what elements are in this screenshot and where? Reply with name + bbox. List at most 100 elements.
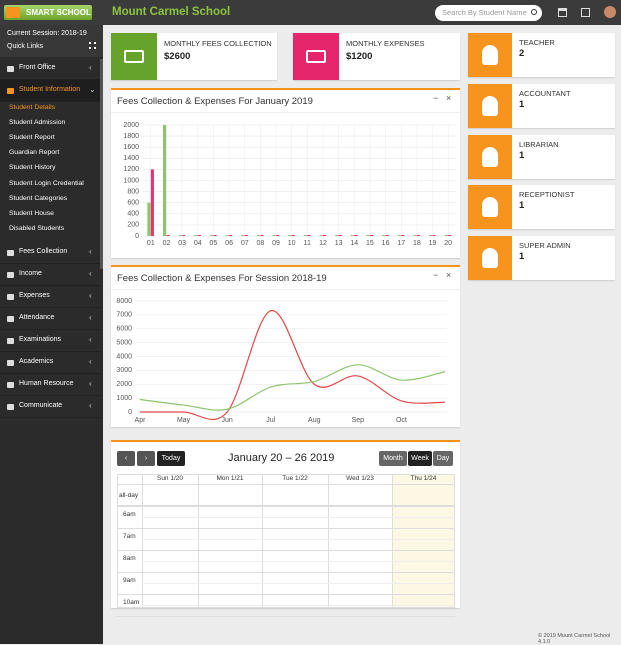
today-button[interactable]: Today (157, 451, 185, 466)
quick-links[interactable]: Quick Links (7, 43, 44, 50)
panel-collapse[interactable]: − (433, 270, 439, 280)
bar (385, 235, 389, 236)
y-tick-label: 1400 (123, 155, 139, 162)
staff-value: 1 (519, 98, 525, 110)
staff-icon-glyph (482, 95, 498, 116)
next-button[interactable]: › (137, 451, 155, 466)
menu-item[interactable]: Expenses (19, 291, 50, 299)
half-hour-line (142, 583, 455, 584)
y-tick-label: 0 (128, 409, 132, 416)
staff-icon-glyph (482, 45, 498, 65)
y-tick-label: 200 (127, 222, 139, 229)
staff-value: 1 (519, 251, 525, 263)
x-tick-label: 11 (304, 240, 311, 247)
x-tick-label: 13 (335, 240, 343, 247)
bar (229, 235, 233, 236)
staff-value: 1 (519, 200, 525, 212)
bar (182, 235, 186, 236)
x-tick-label: 05 (210, 240, 218, 247)
bar (291, 235, 295, 236)
time-label: 8am (123, 555, 136, 562)
bar (416, 235, 420, 236)
y-tick-label: 2000 (123, 122, 139, 129)
submenu-item[interactable]: Student Categories (9, 194, 68, 202)
menu-item[interactable]: Student Information (19, 86, 81, 93)
bar (256, 235, 261, 236)
menu-item[interactable]: Communicate (19, 401, 63, 409)
panel-divider (111, 112, 460, 113)
panel-close[interactable]: × (446, 270, 452, 280)
menu-item-bg[interactable] (0, 80, 100, 102)
submenu-item[interactable]: Student Report (9, 134, 55, 142)
x-tick-label: 01 (147, 240, 155, 247)
menu-item-bg[interactable] (0, 307, 100, 330)
y-tick-label: 6000 (116, 326, 132, 333)
summary-card: MONTHLY EXPENSES $1200 (293, 33, 460, 80)
submenu-item[interactable]: Student Login Credential (9, 179, 84, 187)
staff-card: ACCOUNTANT 1 (468, 83, 615, 128)
view-button[interactable]: Week (408, 451, 432, 466)
staff-label: TEACHER (519, 38, 555, 47)
submenu-item[interactable]: Student History (9, 164, 56, 172)
x-tick-label: 04 (194, 240, 202, 247)
panel-collapse[interactable]: − (433, 93, 439, 103)
menu-item[interactable]: Academics (19, 357, 54, 365)
menu-caret: ‹ (89, 356, 92, 366)
line (139, 364, 446, 411)
submenu-item[interactable]: Student Details (9, 104, 56, 111)
x-tick-label: 12 (319, 240, 327, 247)
menu-item[interactable]: Human Resource (19, 379, 74, 387)
prev-button[interactable]: ‹ (117, 451, 135, 466)
menu-item-bg[interactable] (0, 329, 100, 352)
logo[interactable]: SMART SCHOOL (4, 5, 92, 20)
menu-item[interactable]: Examinations (19, 335, 62, 343)
x-tick-label: 14 (350, 240, 358, 247)
menu-item[interactable]: Fees Collection (19, 247, 68, 255)
half-hour-line (142, 517, 455, 518)
y-tick-label: 400 (127, 211, 139, 218)
chart-title: Fees Collection & Expenses For January 2… (117, 96, 313, 107)
y-tick-label: 1000 (116, 395, 132, 402)
search-input[interactable]: Search By Student Name (435, 5, 542, 21)
summary-label: MONTHLY EXPENSES (346, 39, 425, 48)
view-button[interactable]: Day (433, 451, 453, 466)
staff-icon-glyph (482, 248, 498, 269)
x-tick-label: 10 (288, 240, 296, 247)
x-tick-label: 07 (241, 240, 249, 247)
submenu-item[interactable]: Student House (9, 209, 54, 217)
menu-item-bg[interactable] (0, 351, 100, 374)
quick-links-icon[interactable] (89, 42, 96, 49)
menu-icon (7, 293, 14, 300)
y-tick-label: 600 (127, 200, 139, 207)
panel-close[interactable]: × (446, 93, 452, 103)
time-label: 6am (123, 511, 136, 518)
menu-item-bg[interactable] (0, 285, 100, 308)
time-label: 10am (123, 599, 140, 606)
menu-item[interactable]: Front Office (19, 64, 56, 71)
menu-item-bg[interactable] (0, 263, 100, 286)
menu-item[interactable]: Attendance (19, 313, 55, 321)
calendar-icon[interactable] (558, 8, 567, 17)
search-icon[interactable] (531, 9, 537, 15)
submenu-item[interactable]: Guardian Report (9, 149, 60, 157)
bar (319, 235, 323, 236)
menu-caret: ‹ (89, 400, 92, 410)
menu-item-bg[interactable] (0, 373, 100, 396)
menu-item-bg[interactable] (0, 58, 100, 80)
menu-item-bg[interactable] (0, 395, 100, 418)
menu-item-bg[interactable] (0, 241, 100, 264)
submenu-item[interactable]: Disabled Students (9, 224, 65, 232)
user-avatar[interactable] (604, 6, 616, 18)
bar (244, 235, 248, 236)
tasks-icon[interactable] (581, 8, 590, 17)
menu-caret: ‹ (89, 63, 92, 72)
summary-value: $1200 (346, 51, 373, 62)
view-button[interactable]: Month (379, 451, 407, 466)
submenu-item[interactable]: Student Admission (9, 119, 66, 127)
menu-item[interactable]: Income (19, 269, 42, 277)
summary-card: MONTHLY FEES COLLECTION $2600 (111, 33, 277, 80)
bar (366, 235, 370, 236)
summary-icon (293, 33, 339, 80)
menu-icon (7, 403, 14, 410)
header-row-line (117, 484, 455, 485)
